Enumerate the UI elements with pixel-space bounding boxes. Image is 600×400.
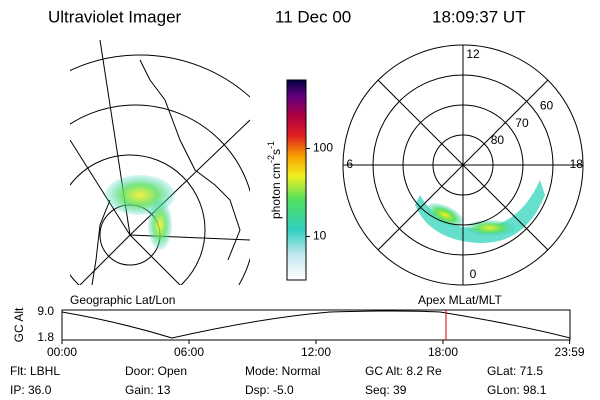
timeline-xtick-label: 23:59 bbox=[555, 345, 585, 359]
timeline-xtick-label: 00:00 bbox=[47, 345, 77, 359]
info-field: GLat: 71.5 bbox=[487, 364, 543, 378]
lat-label: 70 bbox=[515, 116, 529, 130]
info-field: Flt: LBHL bbox=[10, 364, 60, 378]
timeline-xtick-label: 12:00 bbox=[301, 345, 331, 359]
timeline-xtick-label: 06:00 bbox=[174, 345, 204, 359]
timeline-box bbox=[61, 309, 571, 341]
colorbar-tick-label: 100 bbox=[313, 141, 333, 155]
info-field: Door: Open bbox=[125, 364, 187, 378]
altitude-curve bbox=[61, 310, 571, 339]
timeline-ylabel: GC Alt bbox=[12, 307, 26, 342]
info-field: IP: 36.0 bbox=[10, 383, 52, 397]
timeline-xtick-label: 18:00 bbox=[428, 345, 458, 359]
mlt-label: 18 bbox=[570, 157, 584, 171]
mlt-label: 0 bbox=[470, 267, 477, 281]
info-field: Dsp: -5.0 bbox=[245, 383, 294, 397]
polar-aurora bbox=[415, 180, 545, 244]
timeline-ytick-label: 9.0 bbox=[37, 304, 54, 318]
geographic-map bbox=[70, 40, 250, 285]
title: Ultraviolet Imager bbox=[48, 7, 182, 26]
info-field: Gain: 13 bbox=[125, 383, 171, 397]
date: 11 Dec 00 bbox=[275, 7, 351, 26]
colorbar-label: photon cm-2s-1 bbox=[266, 141, 283, 219]
right-panel-label: Apex MLat/MLT bbox=[418, 293, 502, 307]
mlt-label: 6 bbox=[346, 157, 353, 171]
timeline-ytick-label: 1.8 bbox=[37, 330, 54, 344]
polar-ring bbox=[432, 134, 494, 196]
polar-ring bbox=[342, 44, 584, 286]
info-field: Mode: Normal bbox=[245, 364, 320, 378]
polar-ring bbox=[372, 74, 554, 256]
colorbar-tick-label: 10 bbox=[313, 229, 327, 243]
colorbar bbox=[286, 79, 307, 281]
info-field: Seq: 39 bbox=[365, 383, 407, 397]
polar-ring bbox=[402, 104, 524, 226]
left-panel-label: Geographic Lat/Lon bbox=[70, 293, 175, 307]
mlt-label: 12 bbox=[466, 47, 480, 61]
polar-spoke bbox=[377, 79, 549, 251]
lat-label: 80 bbox=[491, 133, 505, 147]
lat-label: 60 bbox=[540, 99, 554, 113]
time: 18:09:37 UT bbox=[432, 7, 526, 26]
info-field: GC Alt: 8.2 Re bbox=[365, 364, 442, 378]
info-field: GLon: 98.1 bbox=[487, 383, 547, 397]
